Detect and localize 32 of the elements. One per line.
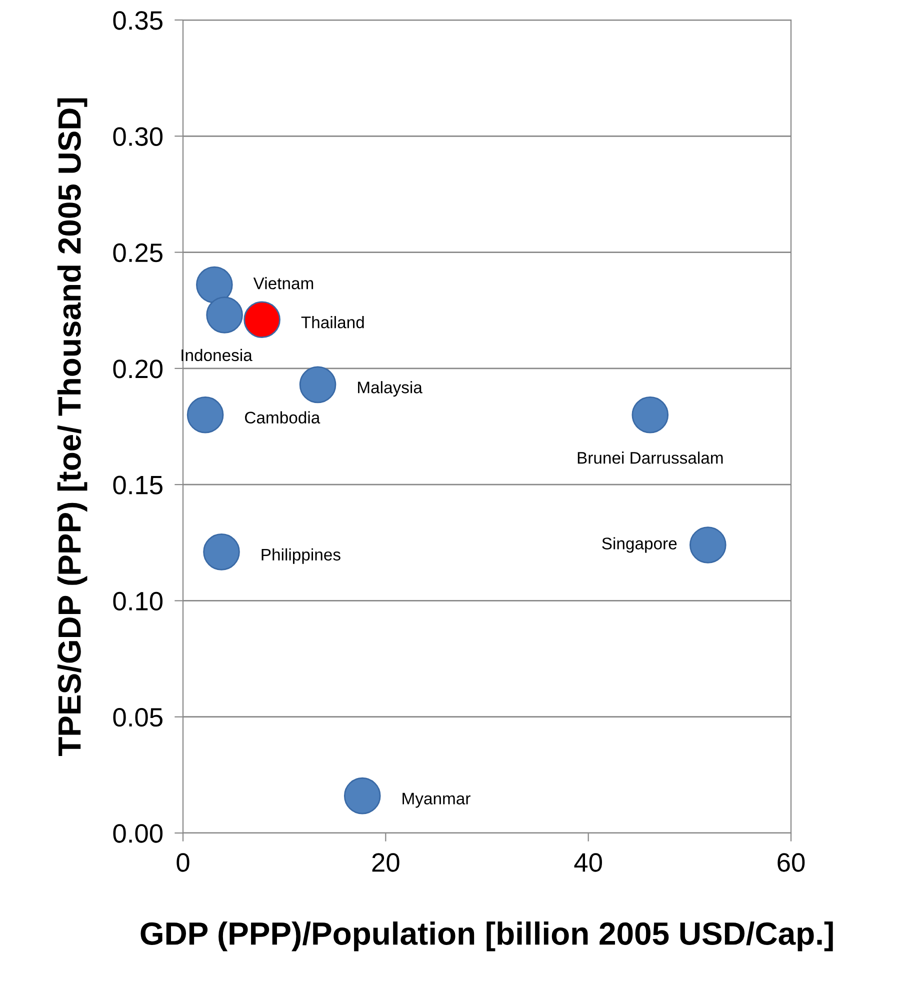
y-tick-label: 0.00 [113,824,163,843]
point [203,534,240,570]
annotation: Malaysia [358,381,422,397]
annotation: Thailand [301,316,364,328]
x-tick-label: 40 [574,853,602,872]
y-tick-label: 0.10 [113,592,163,611]
x-tick-label: 60 [778,853,805,872]
point [344,777,381,814]
x-tick-label: 0 [176,853,190,872]
y-axis-title: TPES/GDP (PPP) [toe/ Thousand 2005 USD] [57,98,88,756]
annotation: Vietnam [253,277,314,290]
x-axis-title: GDP (PPP)/Population [billion 2005 USD/Cap.] [140,921,833,952]
y-tick-label: 0.05 [113,708,162,727]
point [299,366,336,404]
point [244,301,280,338]
point [196,266,233,304]
annotation: Indonesia [182,348,252,362]
annotation: Myanmar [402,792,470,808]
y-tick-label: 0.35 [113,11,162,30]
y-tick-label: 0.15 [113,476,162,494]
x-tick-label: 20 [372,853,400,872]
point [206,296,243,334]
y-tick-label: 0.20 [113,360,163,378]
point [632,396,669,434]
annotation: Brunei Darrussalam [578,452,723,464]
y-tick-label: 0.25 [113,243,162,262]
annotation: Cambodia [245,411,320,424]
annotation: Singapore [602,537,677,553]
y-tick-label: 0.30 [113,127,163,146]
annotation: Philippines [262,548,340,564]
point [690,526,726,564]
point [186,396,224,434]
